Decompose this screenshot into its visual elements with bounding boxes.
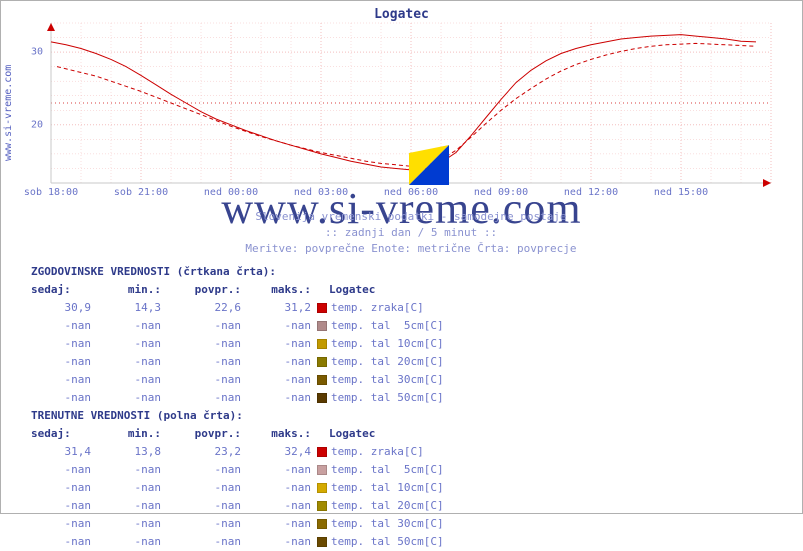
table-row: -nan-nan-nan-nantemp. tal 20cm[C] xyxy=(31,497,444,515)
measurement-label: temp. tal 30cm[C] xyxy=(331,517,444,530)
caption-line-2: :: zadnji dan / 5 minut :: xyxy=(51,225,771,241)
table-row: -nan-nan-nan-nantemp. tal 50cm[C] xyxy=(31,533,444,551)
x-tick-label: ned 06:00 xyxy=(384,187,438,198)
table-row: -nan-nan-nan-nantemp. tal 10cm[C] xyxy=(31,335,444,353)
series-swatch-icon xyxy=(317,519,327,529)
series-swatch-icon xyxy=(317,447,327,457)
x-tick-label: ned 09:00 xyxy=(474,187,528,198)
x-axis-ticks: sob 18:00sob 21:00ned 00:00ned 03:00ned … xyxy=(51,187,771,201)
table-row: -nan-nan-nan-nantemp. tal 5cm[C] xyxy=(31,461,444,479)
series-swatch-icon xyxy=(317,303,327,313)
table-row: -nan-nan-nan-nantemp. tal 10cm[C] xyxy=(31,479,444,497)
station-logo-badge xyxy=(409,145,449,185)
measurement-label: temp. tal 10cm[C] xyxy=(331,337,444,350)
x-tick-label: sob 21:00 xyxy=(114,187,168,198)
x-tick-label: ned 12:00 xyxy=(564,187,618,198)
current-table-title: TRENUTNE VREDNOSTI (polna črta): xyxy=(31,407,444,425)
caption-line-1: Slovenija vremenski podatki - samodejne … xyxy=(51,209,771,225)
measurement-label: temp. tal 5cm[C] xyxy=(331,319,444,332)
series-swatch-icon xyxy=(317,465,327,475)
series-swatch-icon xyxy=(317,501,327,511)
series-swatch-icon xyxy=(317,357,327,367)
y-tick-label: 20 xyxy=(31,119,43,130)
table-column-headers: sedaj:min.:povpr.:maks.:Logatec xyxy=(31,281,444,299)
series-swatch-icon xyxy=(317,339,327,349)
measurement-label: temp. tal 50cm[C] xyxy=(331,535,444,548)
table-row: -nan-nan-nan-nantemp. tal 30cm[C] xyxy=(31,515,444,533)
x-tick-label: ned 15:00 xyxy=(654,187,708,198)
table-row: -nan-nan-nan-nantemp. tal 20cm[C] xyxy=(31,353,444,371)
measurement-label: temp. tal 50cm[C] xyxy=(331,391,444,404)
table-row: 31,413,823,232,4temp. zraka[C] xyxy=(31,443,444,461)
chart-title: Logatec xyxy=(1,7,802,22)
measurement-label: temp. tal 10cm[C] xyxy=(331,481,444,494)
measurement-label: temp. tal 20cm[C] xyxy=(331,355,444,368)
series-swatch-icon xyxy=(317,537,327,547)
series-swatch-icon xyxy=(317,483,327,493)
table-row: 30,914,322,631,2temp. zraka[C] xyxy=(31,299,444,317)
measurement-label: temp. zraka[C] xyxy=(331,301,424,314)
measurement-label: temp. zraka[C] xyxy=(331,445,424,458)
table-row: -nan-nan-nan-nantemp. tal 30cm[C] xyxy=(31,371,444,389)
measurement-label: temp. tal 30cm[C] xyxy=(331,373,444,386)
data-tables: ZGODOVINSKE VREDNOSTI (črtkana črta):sed… xyxy=(31,263,444,551)
chart-caption: Slovenija vremenski podatki - samodejne … xyxy=(51,209,771,257)
caption-line-3: Meritve: povprečne Enote: metrične Črta:… xyxy=(51,241,771,257)
x-tick-label: ned 00:00 xyxy=(204,187,258,198)
x-tick-label: ned 03:00 xyxy=(294,187,348,198)
series-swatch-icon xyxy=(317,321,327,331)
y-axis-ticks: 2030 xyxy=(1,23,47,183)
table-row: -nan-nan-nan-nantemp. tal 50cm[C] xyxy=(31,389,444,407)
series-swatch-icon xyxy=(317,393,327,403)
table-column-headers: sedaj:min.:povpr.:maks.:Logatec xyxy=(31,425,444,443)
measurement-label: temp. tal 5cm[C] xyxy=(331,463,444,476)
x-tick-label: sob 18:00 xyxy=(24,187,78,198)
measurement-label: temp. tal 20cm[C] xyxy=(331,499,444,512)
table-row: -nan-nan-nan-nantemp. tal 5cm[C] xyxy=(31,317,444,335)
series-swatch-icon xyxy=(317,375,327,385)
historic-table-title: ZGODOVINSKE VREDNOSTI (črtkana črta): xyxy=(31,263,444,281)
y-tick-label: 30 xyxy=(31,47,43,58)
